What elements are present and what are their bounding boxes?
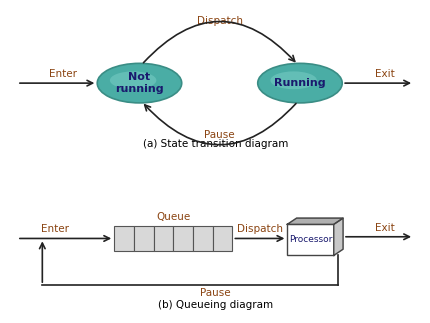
Polygon shape <box>333 218 342 255</box>
Bar <box>173 226 193 251</box>
Bar <box>114 226 134 251</box>
Bar <box>134 226 153 251</box>
Ellipse shape <box>110 71 156 89</box>
Bar <box>153 226 173 251</box>
Text: (a) State transition diagram: (a) State transition diagram <box>142 140 288 150</box>
Text: Processor: Processor <box>288 235 332 245</box>
Ellipse shape <box>97 63 181 103</box>
Text: Not
running: Not running <box>115 72 163 94</box>
Bar <box>193 226 212 251</box>
Bar <box>212 226 232 251</box>
Text: (b) Queueing diagram: (b) Queueing diagram <box>157 300 273 310</box>
Text: Enter: Enter <box>41 224 69 234</box>
Text: Pause: Pause <box>200 288 230 298</box>
Text: Exit: Exit <box>374 69 393 79</box>
Bar <box>287 224 333 255</box>
Text: Dispatch: Dispatch <box>196 16 242 26</box>
Text: Exit: Exit <box>374 223 393 233</box>
Ellipse shape <box>270 71 316 89</box>
Text: Pause: Pause <box>204 130 234 141</box>
Text: Dispatch: Dispatch <box>237 224 282 234</box>
Text: Running: Running <box>273 78 325 88</box>
Text: Enter: Enter <box>49 69 77 79</box>
Polygon shape <box>287 218 342 224</box>
Ellipse shape <box>257 63 341 103</box>
Text: Queue: Queue <box>156 212 190 222</box>
